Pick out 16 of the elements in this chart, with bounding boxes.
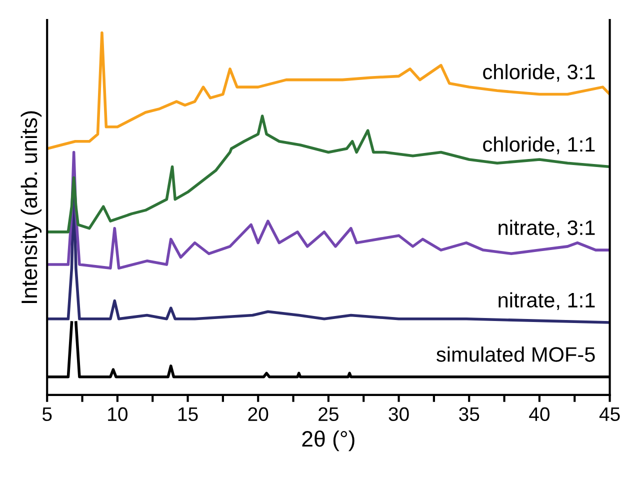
series-label: nitrate, 1:1 <box>498 292 595 310</box>
x-tick-label: 40 <box>529 407 550 422</box>
x-tick-label: 20 <box>248 407 268 422</box>
series-label: nitrate, 3:1 <box>498 220 595 238</box>
y-axis-title: Intensity (arb. units) <box>20 111 42 304</box>
x-tick-label: 25 <box>318 407 338 422</box>
x-tick-label: 30 <box>388 407 409 422</box>
x-tick-label: 10 <box>108 407 128 422</box>
x-tick-label: 5 <box>42 407 52 422</box>
x-tick-label: 15 <box>178 407 198 422</box>
series-label: chloride, 1:1 <box>483 136 595 154</box>
series-label: chloride, 3:1 <box>483 64 595 82</box>
x-tick-label: 35 <box>459 407 480 422</box>
x-axis-title: 2θ (°) <box>302 430 354 452</box>
x-tick-label: 45 <box>599 407 620 422</box>
series-label: simulated MOF-5 <box>436 346 595 362</box>
